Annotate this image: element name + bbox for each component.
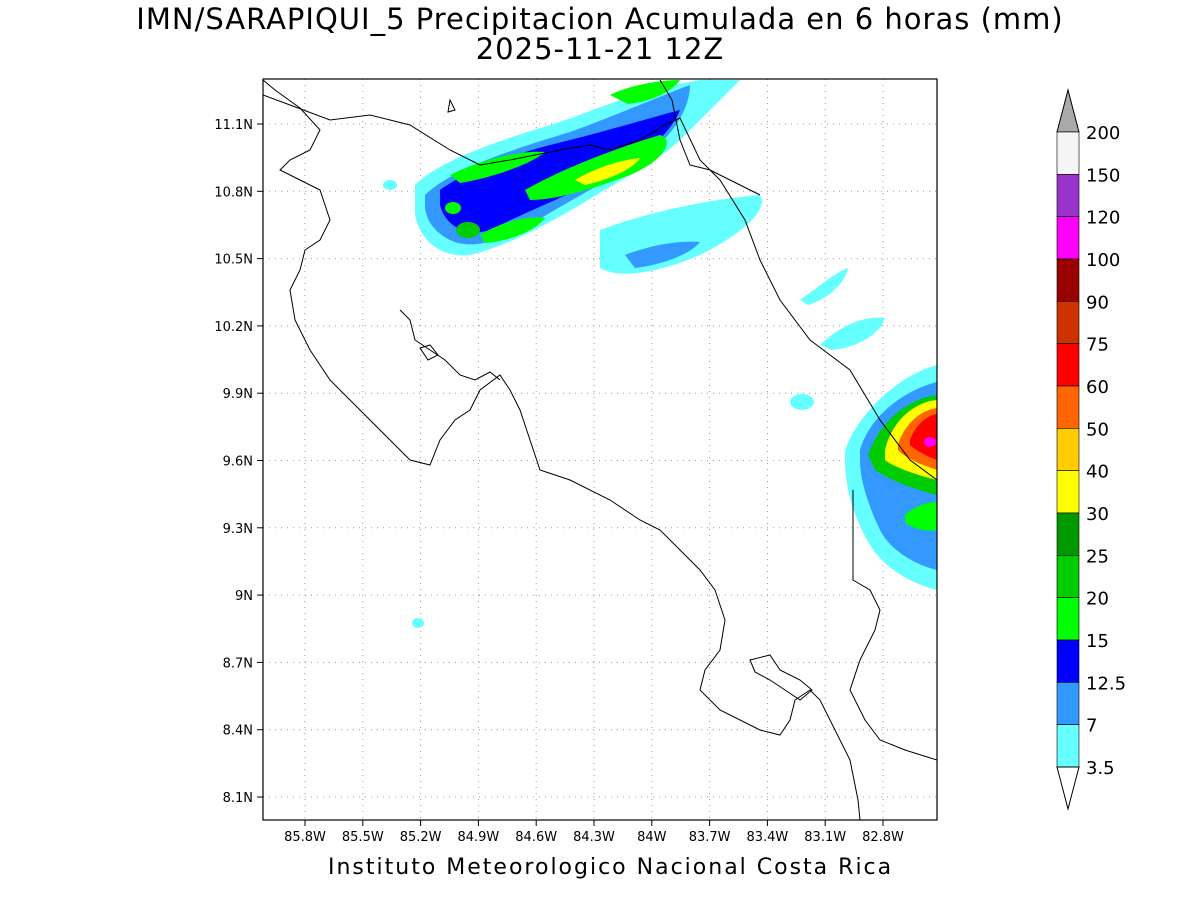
precip-band-north-green bbox=[450, 151, 545, 183]
lat-tick-label: 8.4N bbox=[223, 724, 253, 739]
colorbar-segment bbox=[1056, 301, 1080, 344]
lon-tick-label: 84.9W bbox=[457, 830, 499, 845]
lat-tick-label: 11.1N bbox=[214, 118, 253, 133]
map-subtitle-date: 2025-11-21 12Z bbox=[475, 32, 725, 66]
colorbar-label: 90 bbox=[1086, 292, 1109, 313]
colorbar-label: 30 bbox=[1086, 504, 1109, 525]
colorbar-segment bbox=[1056, 428, 1080, 471]
longitude-axis: 85.8W 85.5W 85.2W 84.9W 84.6W 84.3W 84W 83.7W 83… bbox=[284, 820, 904, 845]
lat-tick-label: 10.8N bbox=[214, 185, 253, 200]
colorbar-label: 120 bbox=[1086, 208, 1120, 229]
colorbar-segment bbox=[1056, 216, 1080, 260]
precip-band-north-green3 bbox=[480, 217, 545, 243]
colorbar-segment bbox=[1056, 343, 1080, 387]
nicaragua-coast bbox=[263, 79, 861, 820]
lon-tick-label: 84W bbox=[637, 830, 667, 845]
lat-tick-label: 10.2N bbox=[214, 320, 253, 335]
colorbar-segment bbox=[1056, 639, 1080, 683]
precip-patch-small2 bbox=[383, 180, 397, 190]
colorbar-label: 12.5 bbox=[1086, 673, 1126, 694]
lat-tick-label: 8.7N bbox=[223, 656, 253, 671]
colorbar-segment bbox=[1056, 385, 1080, 429]
lat-tick-label: 9.6N bbox=[223, 455, 253, 470]
lake-outline bbox=[419, 344, 439, 361]
colorbar-label: 40 bbox=[1086, 462, 1109, 483]
coastlines bbox=[263, 79, 937, 820]
plot-area bbox=[263, 79, 937, 820]
lon-tick-label: 85.2W bbox=[400, 830, 442, 845]
panama-border bbox=[849, 490, 937, 761]
precip-cell-green-b bbox=[445, 202, 461, 214]
colorbar-segment bbox=[1056, 258, 1080, 302]
lon-tick-label: 83.7W bbox=[689, 830, 731, 845]
colorbar-label: 15 bbox=[1086, 631, 1109, 652]
precip-band-north-blue bbox=[440, 110, 680, 233]
colorbar-label: 200 bbox=[1086, 123, 1120, 144]
lon-tick-label: 85.5W bbox=[342, 830, 384, 845]
nicaragua-border bbox=[263, 94, 937, 481]
lon-tick-label: 85.8W bbox=[284, 830, 326, 845]
precip-cell-se-core bbox=[924, 437, 936, 447]
precip-cell-green-a bbox=[456, 222, 480, 238]
colorbar-label: 25 bbox=[1086, 546, 1109, 567]
map-title: IMN/SARAPIQUI_5 Precipitacion Acumulada … bbox=[136, 2, 1064, 36]
island-small bbox=[447, 98, 456, 113]
lat-tick-label: 9N bbox=[235, 589, 253, 604]
colorbar-segment bbox=[1056, 682, 1080, 725]
colorbar-segment bbox=[1056, 724, 1080, 768]
colorbar-label: 20 bbox=[1086, 589, 1109, 610]
colorbar-segment bbox=[1056, 597, 1080, 641]
colorbar: 200 150 120 100 90 75 60 50 40 30 25 20 15 12.5 7 3.5 bbox=[1056, 88, 1126, 811]
colorbar-segment bbox=[1056, 555, 1080, 598]
colorbar-segment bbox=[1056, 174, 1080, 217]
precip-patch-small3 bbox=[412, 618, 424, 628]
colorbar-label: 150 bbox=[1086, 165, 1120, 186]
colorbar-bottom-arrow bbox=[1056, 766, 1080, 811]
precip-band-north-yellow bbox=[575, 158, 640, 185]
lon-tick-label: 84.3W bbox=[573, 830, 615, 845]
osa-peninsula bbox=[749, 654, 813, 701]
footer-institution: Instituto Meteorologico Nacional Costa R… bbox=[328, 855, 894, 880]
colorbar-segment bbox=[1056, 131, 1080, 175]
precip-patch-small bbox=[790, 394, 814, 410]
precip-patch-east2 bbox=[625, 241, 700, 268]
lon-tick-label: 83.1W bbox=[804, 830, 846, 845]
precipitation-field bbox=[383, 80, 937, 628]
lon-tick-label: 84.6W bbox=[515, 830, 557, 845]
colorbar-label: 100 bbox=[1086, 250, 1120, 271]
lat-tick-label: 9.9N bbox=[223, 387, 253, 402]
lat-tick-label: 10.5N bbox=[214, 253, 253, 268]
precip-band-north-green2 bbox=[525, 135, 667, 200]
latitude-axis: 11.1N 10.8N 10.5N 10.2N 9.9N 9.6N 9.3N 9N 8.7N 8.… bbox=[214, 118, 263, 806]
colorbar-label: 3.5 bbox=[1086, 758, 1115, 779]
precip-patch-mid bbox=[820, 317, 885, 350]
colorbar-label: 7 bbox=[1086, 716, 1097, 737]
colorbar-label: 75 bbox=[1086, 335, 1109, 356]
lon-tick-label: 83.4W bbox=[746, 830, 788, 845]
colorbar-top-arrow bbox=[1056, 88, 1080, 133]
lon-tick-label: 82.8W bbox=[862, 830, 904, 845]
nicoya-gulf bbox=[399, 309, 501, 381]
colorbar-label: 50 bbox=[1086, 419, 1109, 440]
lat-tick-label: 8.1N bbox=[223, 791, 253, 806]
lat-tick-label: 9.3N bbox=[223, 522, 253, 537]
north-coast bbox=[659, 79, 761, 196]
colorbar-label: 60 bbox=[1086, 377, 1109, 398]
plot-frame bbox=[262, 78, 938, 821]
colorbar-segment bbox=[1056, 470, 1080, 514]
precip-cell-se-green2 bbox=[905, 502, 937, 531]
precip-band-top-green bbox=[610, 80, 680, 104]
precip-patch-far-east bbox=[800, 268, 848, 305]
colorbar-segment bbox=[1056, 512, 1080, 556]
precip-cell-se-red bbox=[910, 414, 937, 460]
